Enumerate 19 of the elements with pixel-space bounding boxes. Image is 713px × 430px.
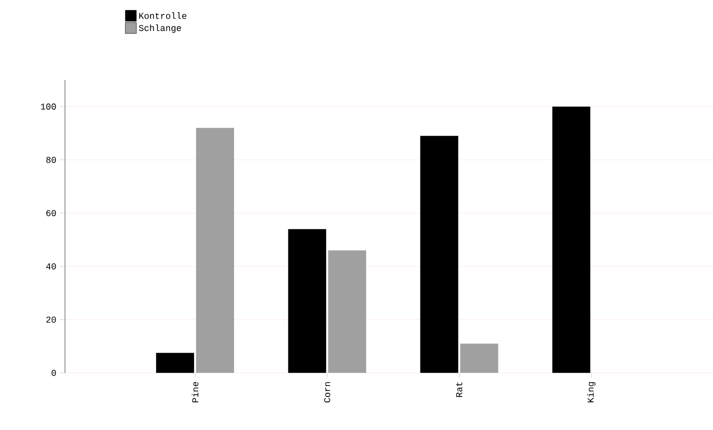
y-tick-label: 80	[46, 156, 56, 163]
y-tick-label: 100	[40, 104, 56, 110]
x-tick-label: Corn	[324, 382, 330, 402]
bar	[460, 344, 498, 373]
bar	[552, 106, 590, 373]
bar	[196, 128, 234, 373]
bar	[156, 352, 194, 373]
x-tick-label: Pine	[192, 382, 198, 402]
bar	[420, 136, 458, 373]
x-tick-label: King	[587, 382, 596, 402]
bar	[328, 250, 366, 373]
y-tick-label: 60	[46, 210, 56, 216]
bar	[288, 229, 326, 373]
y-tick-label: 20	[46, 316, 56, 323]
legend-label: Schlange	[138, 24, 182, 33]
y-tick-label: 40	[46, 263, 56, 270]
y-tick-label: 0	[52, 370, 56, 376]
legend-label: Kontrolle	[139, 12, 186, 19]
x-tick-label: Rat	[456, 382, 462, 397]
